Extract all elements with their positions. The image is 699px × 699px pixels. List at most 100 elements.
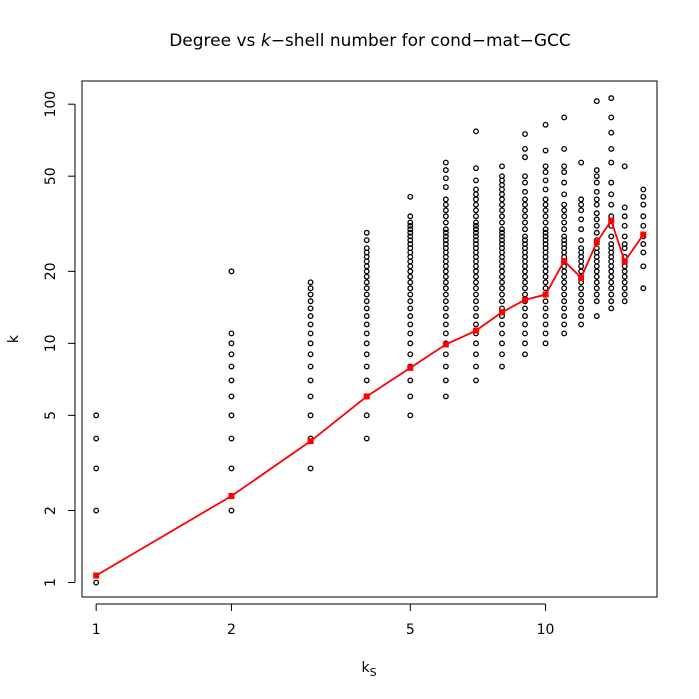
scatter-point [442, 321, 449, 328]
scatter-point [608, 179, 615, 186]
mean-degree-point [472, 327, 479, 334]
scatter-point [442, 377, 449, 384]
mean-degree-point [407, 364, 414, 371]
scatter-point [608, 305, 615, 312]
y-axis: 1 2 5 10 20 50 100 [43, 91, 76, 587]
scatter-point [593, 273, 600, 280]
y-tick-label: 5 [43, 411, 59, 420]
x-axis-label-main: k [361, 660, 370, 676]
scatter-point [363, 237, 370, 244]
scatter-point [561, 305, 568, 312]
scatter-point [621, 298, 628, 305]
scatter-point [442, 273, 449, 280]
scatter-point [363, 291, 370, 298]
scatter-point [542, 305, 549, 312]
scatter-point [363, 377, 370, 384]
scatter-point [608, 298, 615, 305]
scatter-point [621, 291, 628, 298]
scatter-point [307, 330, 314, 337]
scatter-point [442, 330, 449, 337]
scatter-point [608, 273, 615, 280]
scatter-point [499, 207, 505, 214]
scatter-point [578, 291, 585, 298]
scatter-point [307, 305, 314, 312]
scatter-point [442, 167, 449, 174]
scatter-point [407, 226, 414, 233]
scatter-point [499, 229, 505, 236]
scatter-point [522, 273, 528, 280]
scatter-point [608, 241, 615, 248]
scatter-point [542, 201, 549, 208]
scatter-point [561, 241, 568, 248]
y-tick-label: 10 [43, 334, 59, 352]
scatter-point [542, 213, 549, 220]
scatter-point [499, 298, 505, 305]
scatter-point [407, 305, 414, 312]
scatter-point [228, 393, 235, 400]
scatter-point [561, 321, 568, 328]
scatter-point [608, 285, 615, 292]
scatter-point [442, 175, 449, 182]
scatter-point [522, 241, 528, 248]
scatter-point [542, 196, 549, 203]
y-tick-label: 20 [43, 262, 59, 280]
scatter-point [307, 291, 314, 298]
scatter-point [522, 279, 528, 286]
scatter-point [522, 131, 528, 138]
scatter-point [608, 201, 615, 208]
scatter-point [407, 219, 414, 226]
scatter-point [542, 163, 549, 170]
scatter-point [363, 351, 370, 358]
scatter-point [407, 330, 414, 337]
scatter-point [522, 313, 528, 320]
scatter-point [640, 222, 647, 229]
scatter-point [499, 237, 505, 244]
scatter-point [442, 241, 449, 248]
scatter-point [542, 219, 549, 226]
scatter-point [93, 579, 100, 586]
y-axis-label: k [6, 334, 22, 343]
y-tick-label: 50 [43, 167, 59, 185]
scatter-point [621, 285, 628, 292]
scatter-point [561, 145, 568, 152]
x-tick-label: 2 [227, 622, 236, 638]
scatter-point [578, 313, 585, 320]
x-tick-label: 5 [406, 622, 415, 638]
mean-degree-point [442, 341, 449, 348]
scatter-point [472, 233, 479, 240]
mean-degree-point [608, 217, 615, 224]
scatter-point [499, 173, 505, 180]
scatter-point [522, 291, 528, 298]
scatter-points [93, 95, 647, 586]
scatter-point [363, 313, 370, 320]
scatter-point [578, 207, 585, 214]
scatter-point [578, 245, 585, 252]
scatter-point [608, 95, 615, 102]
scatter-point [472, 229, 479, 236]
scatter-point [522, 285, 528, 292]
scatter-point [307, 321, 314, 328]
scatter-point [442, 233, 449, 240]
scatter-point [522, 233, 528, 240]
scatter-point [578, 201, 585, 208]
scatter-point [228, 363, 235, 370]
mean-degree-point [578, 274, 585, 281]
scatter-point [472, 186, 479, 193]
scatter-point [608, 159, 615, 166]
scatter-point [640, 241, 647, 248]
scatter-point [407, 273, 414, 280]
scatter-point [522, 237, 528, 244]
scatter-point [363, 412, 370, 419]
scatter-point [640, 249, 647, 256]
scatter-point [542, 186, 549, 193]
scatter-point [499, 351, 505, 358]
scatter-point [640, 186, 647, 193]
scatter-point [542, 285, 549, 292]
scatter-point [593, 201, 600, 208]
scatter-point [93, 507, 100, 514]
x-axis: 1 2 5 10 [92, 603, 554, 638]
scatter-point [472, 363, 479, 370]
scatter-point [407, 229, 414, 236]
scatter-point [472, 377, 479, 384]
